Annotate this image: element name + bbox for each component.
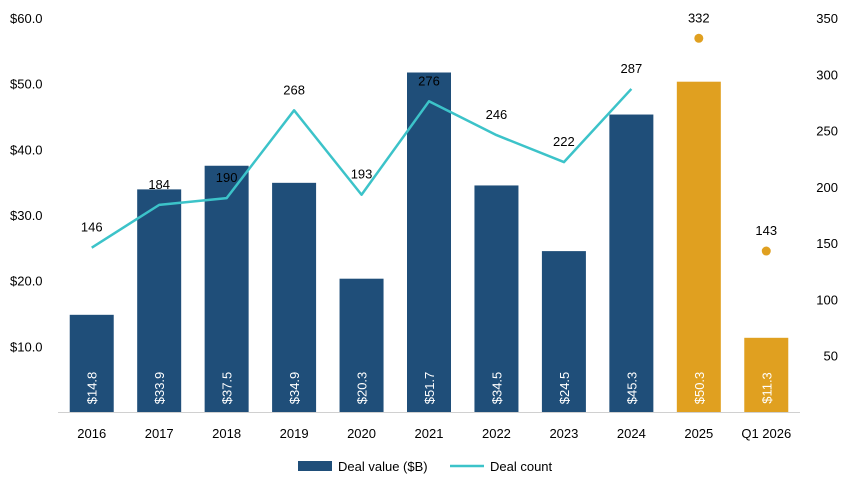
left-axis-tick-label: $10.0 bbox=[10, 339, 43, 354]
bar-value-label: $33.9 bbox=[152, 372, 167, 405]
x-axis-tick-label: 2018 bbox=[212, 426, 241, 441]
deal-count-marker bbox=[694, 33, 704, 43]
x-axis-tick-label: 2019 bbox=[280, 426, 309, 441]
bar[interactable] bbox=[137, 189, 182, 412]
deal-count-line bbox=[91, 88, 633, 249]
deal-count-label: 276 bbox=[418, 73, 440, 88]
x-axis-tick-label: 2021 bbox=[415, 426, 444, 441]
right-axis-tick-label: 250 bbox=[816, 124, 838, 139]
x-axis-tick-label: 2016 bbox=[77, 426, 106, 441]
bar-value-label: $20.3 bbox=[355, 372, 370, 405]
bar[interactable] bbox=[272, 182, 317, 412]
deal-count-label: 246 bbox=[486, 107, 508, 122]
bar-value-label: $37.5 bbox=[220, 372, 235, 405]
deal-count-label: 287 bbox=[621, 61, 643, 76]
legend-swatch-deal-value bbox=[298, 461, 332, 471]
deal-count-label: 268 bbox=[283, 82, 305, 97]
deal-count-marker bbox=[761, 246, 771, 256]
x-axis-tick-label: 2017 bbox=[145, 426, 174, 441]
bar-value-label: $45.3 bbox=[624, 372, 639, 405]
deal-count-label: 143 bbox=[755, 223, 777, 238]
right-axis-tick-label: 200 bbox=[816, 180, 838, 195]
legend-label-deal-value: Deal value ($B) bbox=[338, 459, 428, 474]
bar-value-label: $11.3 bbox=[759, 372, 774, 404]
bar-value-label: $51.7 bbox=[422, 372, 437, 405]
deal-count-label: 193 bbox=[351, 167, 373, 182]
bar[interactable] bbox=[541, 251, 586, 412]
deal-count-label: 184 bbox=[148, 177, 170, 192]
left-axis-tick-label: $40.0 bbox=[10, 142, 43, 157]
left-axis-tick-label: $60.0 bbox=[10, 11, 43, 26]
x-axis-tick-label: 2020 bbox=[347, 426, 376, 441]
bar-value-label: $14.8 bbox=[85, 372, 100, 405]
x-axis-tick-label: Q1 2026 bbox=[741, 426, 791, 441]
deal-count-label: 190 bbox=[216, 170, 238, 185]
deal-count-label: 146 bbox=[81, 220, 103, 235]
deal-count-label: 332 bbox=[688, 10, 710, 25]
left-axis-tick-label: $50.0 bbox=[10, 77, 43, 92]
left-axis-tick-label: $20.0 bbox=[10, 274, 43, 289]
bar[interactable] bbox=[204, 165, 249, 412]
right-axis-tick-label: 300 bbox=[816, 67, 838, 82]
bar[interactable] bbox=[69, 314, 114, 412]
right-axis-tick-label: 100 bbox=[816, 292, 838, 307]
bar[interactable] bbox=[407, 72, 451, 413]
right-axis-tick-label: 50 bbox=[824, 349, 838, 364]
bar[interactable] bbox=[744, 337, 789, 412]
bar[interactable] bbox=[609, 114, 654, 412]
deal-count-label: 222 bbox=[553, 134, 575, 149]
bar-value-label: $34.9 bbox=[287, 372, 302, 405]
left-axis-tick-label: $30.0 bbox=[10, 208, 43, 223]
x-axis-tick-label: 2023 bbox=[549, 426, 578, 441]
bar-value-label: $34.5 bbox=[489, 372, 504, 405]
bar-value-label: $50.3 bbox=[692, 372, 707, 405]
x-axis-tick-label: 2022 bbox=[482, 426, 511, 441]
right-axis-tick-label: 150 bbox=[816, 236, 838, 251]
bar[interactable] bbox=[339, 278, 384, 412]
right-axis-tick-label: 350 bbox=[816, 11, 838, 26]
bar-value-label: $24.5 bbox=[557, 372, 572, 405]
x-axis-tick-label: 2024 bbox=[617, 426, 646, 441]
legend-label-deal-count: Deal count bbox=[490, 459, 553, 474]
bar[interactable] bbox=[474, 185, 519, 412]
bar[interactable] bbox=[676, 81, 721, 413]
x-axis-tick-label: 2025 bbox=[684, 426, 713, 441]
